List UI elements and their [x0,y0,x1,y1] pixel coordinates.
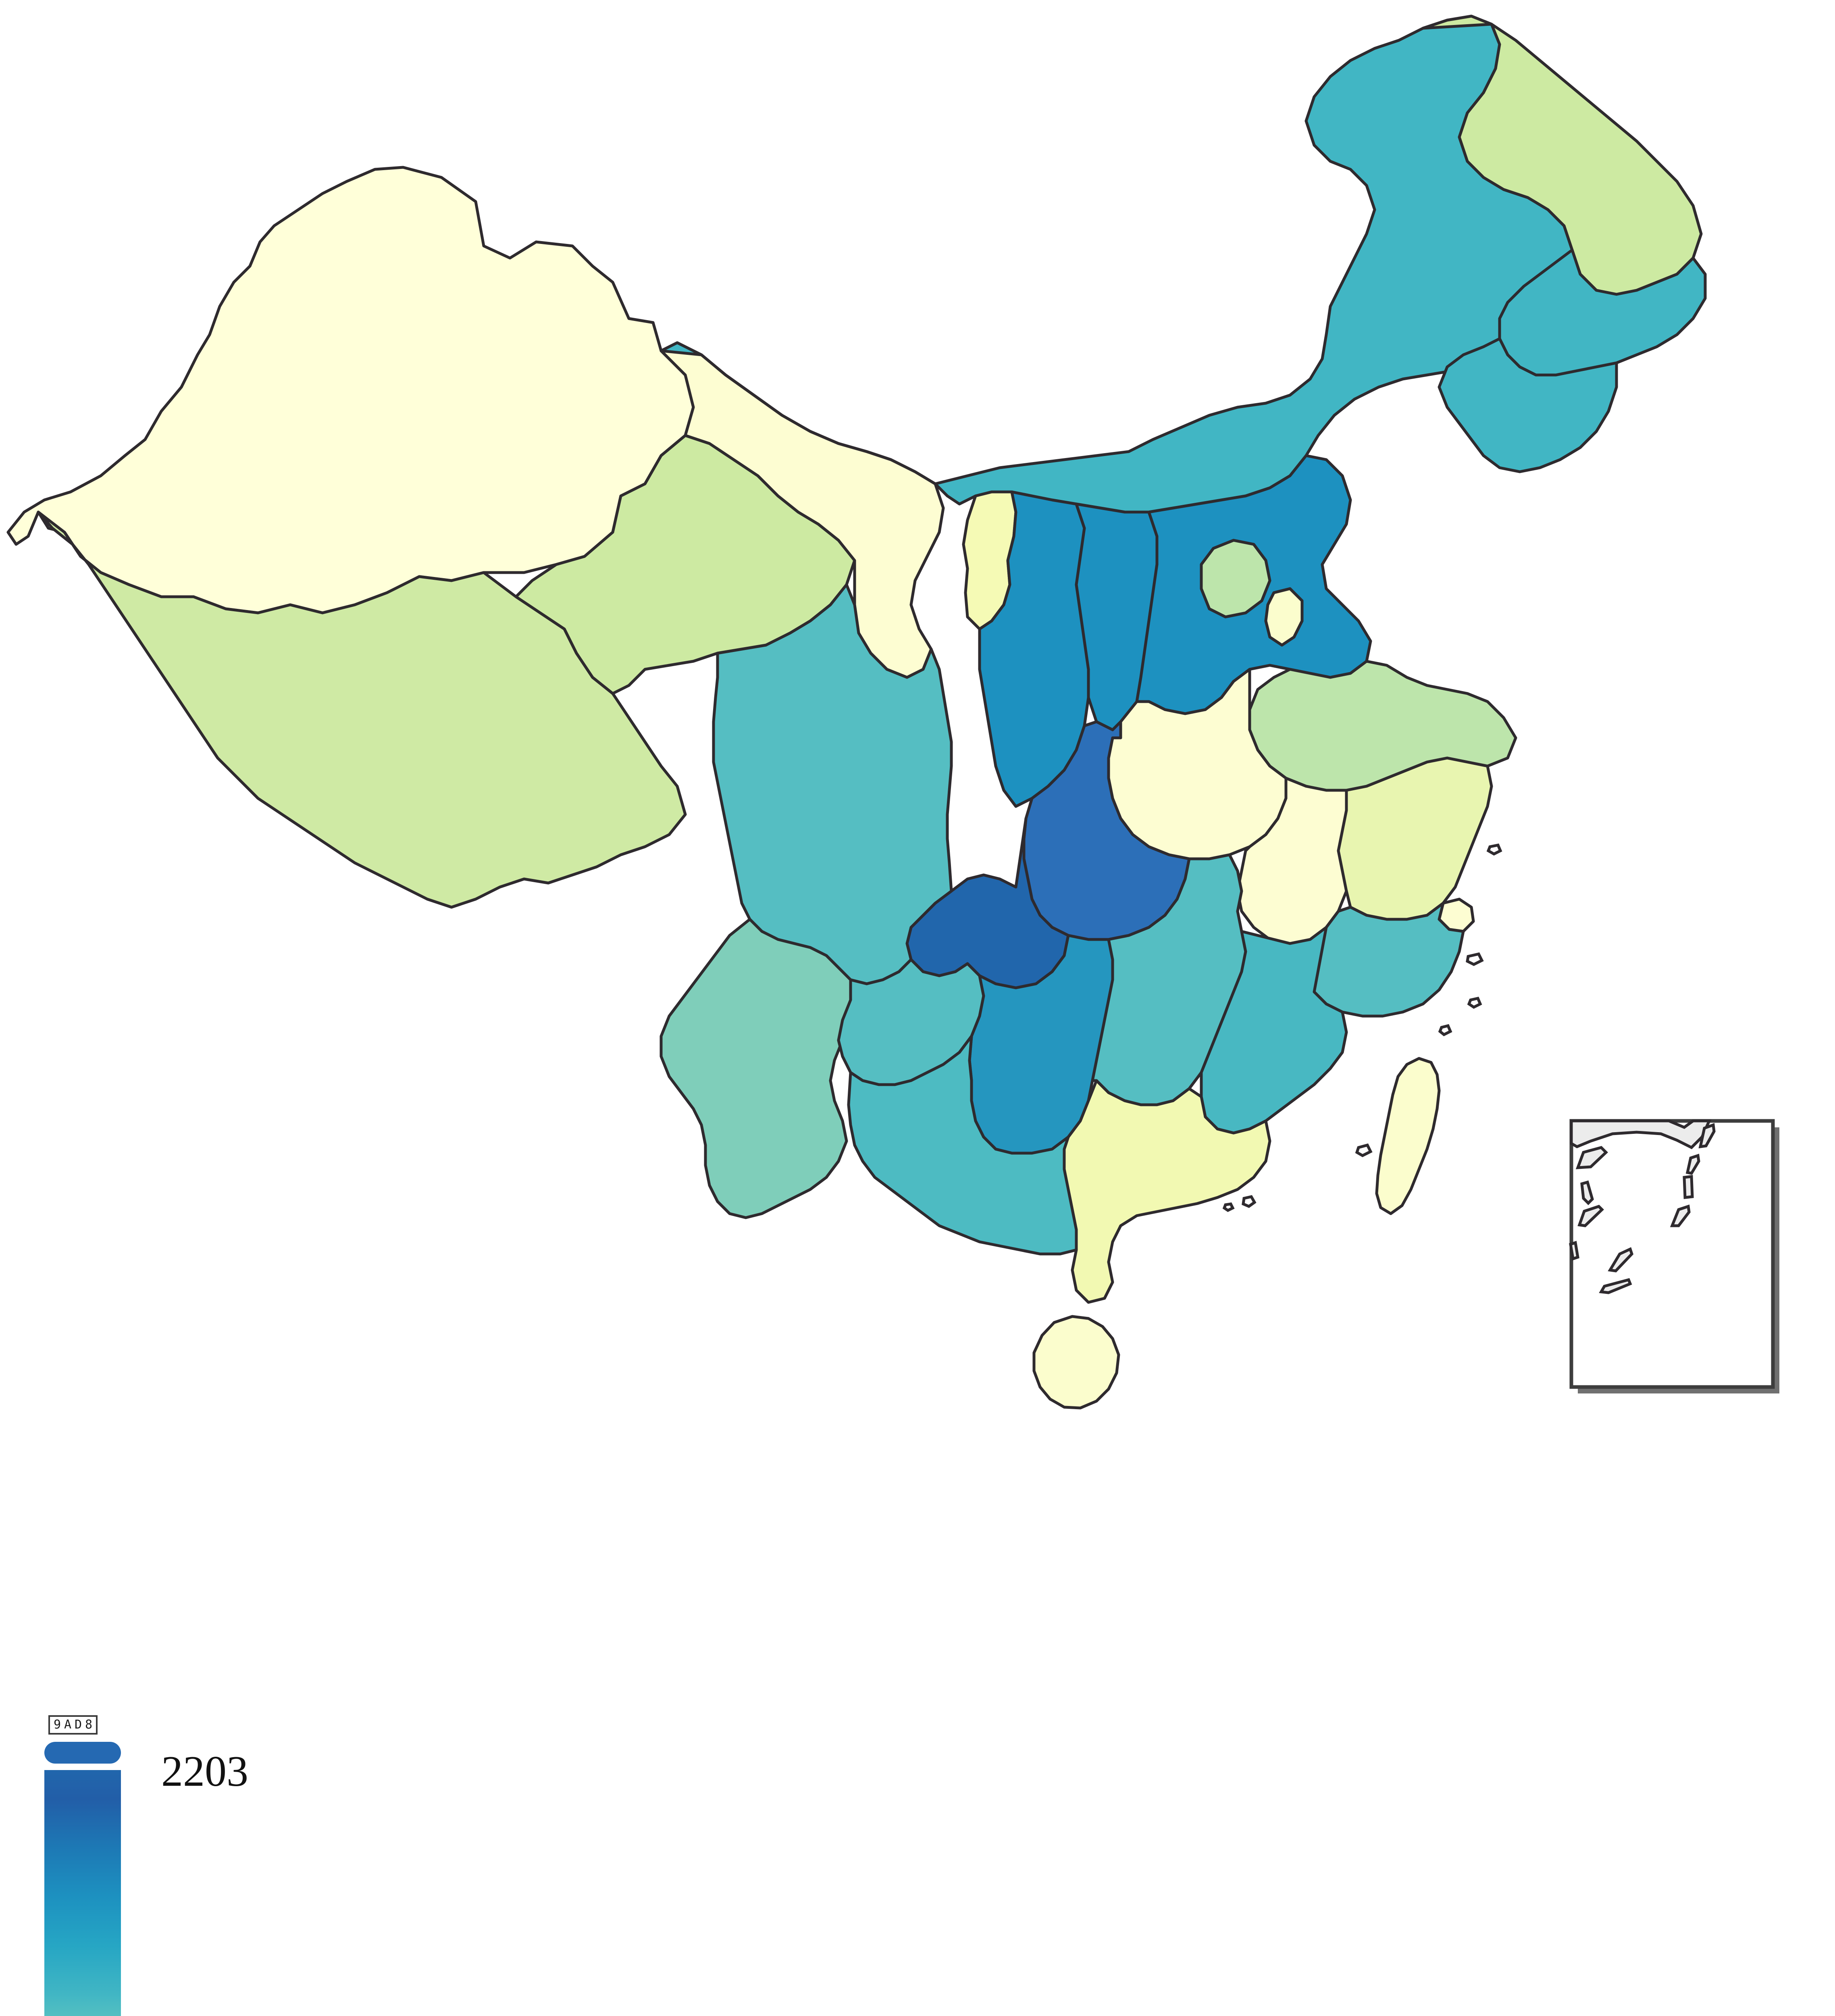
tofu-hex-3: 8 [85,1718,93,1732]
region-guangxi[interactable] [847,1035,1078,1256]
region-liaoning[interactable] [1438,337,1618,473]
region-xinjiang[interactable] [6,166,695,614]
region-fujian[interactable] [1200,926,1348,1135]
china-map [6,15,1779,1410]
region-yunnan[interactable] [660,918,856,1219]
islet-zhoushan [1466,952,1484,966]
colorbar-max-label: 2203 [161,1747,248,1795]
islet-hongkong [1242,1195,1257,1208]
tofu-hex-2: D [74,1718,82,1732]
colorbar-gradient [44,1770,121,2016]
colorbar-over-cap [44,1742,121,1764]
tofu-hex-0: 9 [53,1718,61,1732]
region-taiwan[interactable] [1375,1057,1441,1215]
islet-macau [1222,1202,1235,1212]
region-zhejiang[interactable] [1309,902,1465,1018]
islet-small-1 [1467,996,1482,1009]
south-china-sea-inset [1569,1119,1779,1393]
region-beijing[interactable] [1200,539,1271,619]
region-tibet[interactable] [37,510,687,909]
region-sichuan[interactable] [712,583,953,985]
islet-small-3 [1486,843,1502,856]
region-tianjin[interactable] [1264,587,1304,647]
islet-penghu [1355,1143,1373,1157]
region-hainan[interactable] [1032,1315,1120,1410]
colorbar[interactable] [44,1742,121,2016]
islet-small-2 [1438,1024,1452,1037]
region-jiangsu[interactable] [1337,756,1493,921]
tofu-hex-1: A [64,1718,72,1732]
region-jilin[interactable] [1498,248,1707,377]
